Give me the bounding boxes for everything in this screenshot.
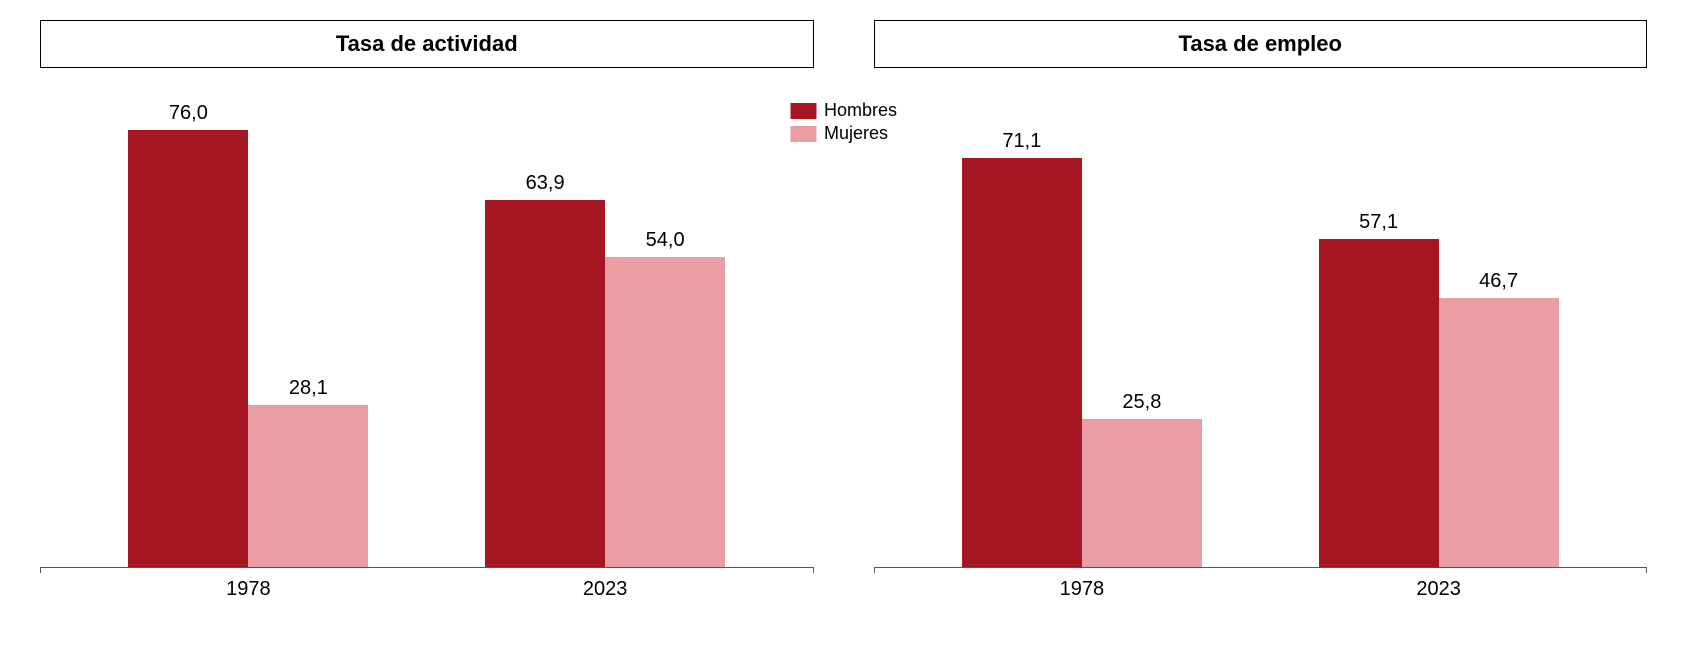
axis-tick	[874, 567, 875, 573]
bar-group: 71,1 25,8	[904, 108, 1261, 567]
bar-mujeres: 46,7	[1439, 298, 1559, 567]
category-label: 2023	[1260, 568, 1617, 601]
bar-hombres: 71,1	[962, 158, 1082, 567]
bar-hombres: 57,1	[1319, 239, 1439, 567]
bar-value-label: 76,0	[169, 102, 208, 125]
legend-swatch	[790, 126, 816, 142]
legend-swatch	[790, 103, 816, 119]
legend-label: Mujeres	[824, 123, 888, 144]
category-label: 2023	[427, 568, 784, 601]
category-label: 1978	[904, 568, 1261, 601]
bar-value-label: 28,1	[289, 377, 328, 400]
dashboard: Tasa de actividad 76,0 28,1 63,9 54,0	[40, 20, 1647, 601]
x-axis-labels: 1978 2023	[874, 568, 1648, 601]
bar-hombres: 76,0	[128, 130, 248, 567]
bar-value-label: 57,1	[1359, 211, 1398, 234]
legend: Hombres Mujeres	[790, 100, 897, 146]
bar-mujeres: 25,8	[1082, 419, 1202, 567]
axis-tick	[40, 567, 41, 573]
plot-area: 71,1 25,8 57,1 46,7	[874, 108, 1648, 568]
bar-mujeres: 54,0	[605, 257, 725, 568]
bar-group: 57,1 46,7	[1260, 108, 1617, 567]
axis-tick	[1646, 567, 1647, 573]
legend-item-mujeres: Mujeres	[790, 123, 897, 144]
bar-group: 76,0 28,1	[70, 108, 427, 567]
category-label: 1978	[70, 568, 427, 601]
bar-hombres: 63,9	[485, 200, 605, 567]
plot-area: 76,0 28,1 63,9 54,0	[40, 108, 814, 568]
x-axis-labels: 1978 2023	[40, 568, 814, 601]
panel-tasa-de-actividad: Tasa de actividad 76,0 28,1 63,9 54,0	[40, 20, 814, 601]
bar-mujeres: 28,1	[248, 405, 368, 567]
bar-value-label: 63,9	[526, 172, 565, 195]
bar-value-label: 54,0	[646, 229, 685, 252]
bar-value-label: 46,7	[1479, 270, 1518, 293]
bar-value-label: 25,8	[1122, 391, 1161, 414]
axis-tick	[813, 567, 814, 573]
bar-group: 63,9 54,0	[427, 108, 784, 567]
legend-item-hombres: Hombres	[790, 100, 897, 121]
panel-tasa-de-empleo: Tasa de empleo 71,1 25,8 57,1 46,7	[874, 20, 1648, 601]
legend-label: Hombres	[824, 100, 897, 121]
panel-title: Tasa de actividad	[40, 20, 814, 68]
panel-title: Tasa de empleo	[874, 20, 1648, 68]
bar-value-label: 71,1	[1002, 130, 1041, 153]
